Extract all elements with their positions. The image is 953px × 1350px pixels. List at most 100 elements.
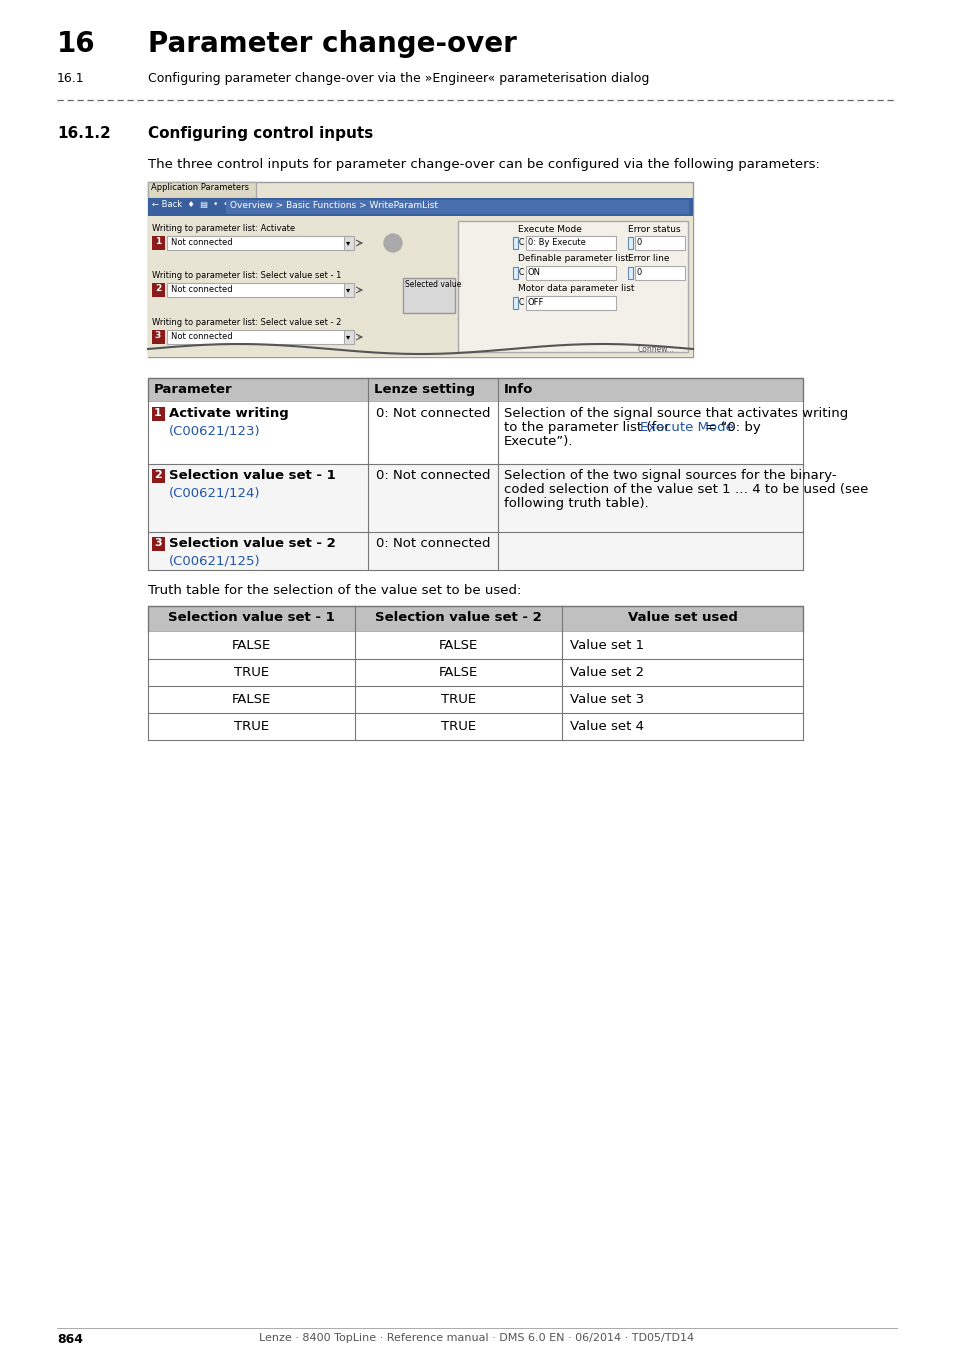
Bar (152, 329, 165, 344)
Text: (C00621/123): (C00621/123) (169, 424, 260, 437)
Bar (344, 329, 354, 344)
Text: Selection value set - 1: Selection value set - 1 (168, 612, 335, 624)
Text: Definable parameter list: Definable parameter list (517, 254, 628, 263)
Bar (635, 236, 684, 250)
Bar (148, 713, 802, 740)
Text: 0: Not connected: 0: Not connected (375, 537, 490, 549)
Bar (513, 238, 517, 248)
Text: FALSE: FALSE (438, 639, 477, 652)
Bar (525, 266, 616, 279)
Text: Value set 3: Value set 3 (569, 693, 643, 706)
Text: Parameter: Parameter (153, 383, 233, 396)
Text: Value set 4: Value set 4 (569, 720, 643, 733)
Text: 0: Not connected: 0: Not connected (375, 468, 490, 482)
Text: Lenze setting: Lenze setting (374, 383, 475, 396)
Text: Value set 2: Value set 2 (569, 666, 643, 679)
Bar (152, 236, 165, 250)
Bar (402, 278, 455, 313)
Text: 2: 2 (154, 470, 162, 481)
Text: Writing to parameter list: Select value set - 2: Writing to parameter list: Select value … (152, 319, 341, 327)
Bar (148, 182, 692, 356)
Text: The three control inputs for parameter change-over can be configured via the fol: The three control inputs for parameter c… (148, 158, 819, 171)
Text: Info: Info (503, 383, 533, 396)
Bar (167, 284, 352, 297)
Bar (635, 266, 684, 279)
Text: Lenze · 8400 TopLine · Reference manual · DMS 6.0 EN · 06/2014 · TD05/TD14: Lenze · 8400 TopLine · Reference manual … (259, 1332, 694, 1343)
Text: Error status: Error status (627, 225, 679, 234)
Bar (148, 464, 802, 532)
Text: ← Back  ♦  ▤  •  •: ← Back ♦ ▤ • • (152, 200, 228, 209)
Text: 16: 16 (57, 30, 95, 58)
Text: Execute Mode: Execute Mode (639, 421, 734, 433)
Text: TRUE: TRUE (440, 693, 476, 706)
Text: Writing to parameter list: Activate: Writing to parameter list: Activate (152, 224, 294, 234)
Bar (344, 236, 354, 250)
Text: 3: 3 (154, 539, 162, 548)
Text: Not connected: Not connected (171, 332, 233, 342)
Bar (152, 406, 165, 421)
Text: 864: 864 (57, 1332, 83, 1346)
Text: 16.1.2: 16.1.2 (57, 126, 111, 140)
Bar (457, 221, 687, 352)
Text: following truth table).: following truth table). (503, 497, 648, 510)
Bar (148, 606, 802, 632)
Text: Application Parameters: Application Parameters (151, 184, 249, 192)
Text: 0: Not connected: 0: Not connected (375, 406, 490, 420)
Text: 0: 0 (637, 238, 641, 247)
Text: FALSE: FALSE (232, 693, 271, 706)
Text: C: C (518, 238, 524, 247)
Bar (148, 402, 802, 464)
Text: TRUE: TRUE (233, 666, 269, 679)
Bar (513, 267, 517, 279)
Text: Overview > Basic Functions > WriteParamList: Overview > Basic Functions > WriteParamL… (230, 201, 437, 211)
Text: (C00621/124): (C00621/124) (169, 486, 260, 500)
Text: ▾: ▾ (346, 332, 350, 342)
Text: ON: ON (527, 269, 540, 277)
Text: FALSE: FALSE (232, 639, 271, 652)
Bar (525, 296, 616, 310)
Text: = “0: by: = “0: by (700, 421, 760, 433)
Bar (344, 284, 354, 297)
Text: Configuring parameter change-over via the »Engineer« parameterisation dialog: Configuring parameter change-over via th… (148, 72, 649, 85)
Text: Activate writing: Activate writing (169, 406, 289, 420)
Text: Selection of the signal source that activates writing: Selection of the signal source that acti… (503, 406, 847, 420)
Text: Selection value set - 1: Selection value set - 1 (169, 468, 335, 482)
Text: Selection of the two signal sources for the binary-: Selection of the two signal sources for … (503, 468, 836, 482)
Text: OFF: OFF (527, 298, 544, 306)
Text: Selected value: Selected value (405, 279, 461, 289)
Bar (148, 182, 255, 198)
Circle shape (384, 234, 401, 252)
Bar (148, 198, 692, 216)
Text: 3: 3 (154, 331, 161, 340)
Bar (152, 537, 165, 551)
Bar (148, 216, 692, 356)
Text: 0: 0 (637, 269, 641, 277)
Bar (627, 238, 633, 248)
Text: ▾: ▾ (346, 285, 350, 294)
Text: Configuring control inputs: Configuring control inputs (148, 126, 373, 140)
Text: Not connected: Not connected (171, 285, 233, 294)
Text: FALSE: FALSE (438, 666, 477, 679)
Text: Execute Mode: Execute Mode (517, 225, 581, 234)
Text: 2: 2 (154, 284, 161, 293)
Bar (148, 532, 802, 570)
Text: C: C (518, 298, 524, 306)
Bar (525, 236, 616, 250)
Text: Value set used: Value set used (627, 612, 737, 624)
Bar (148, 686, 802, 713)
Text: Value set 1: Value set 1 (569, 639, 643, 652)
Text: Selection value set - 2: Selection value set - 2 (375, 612, 541, 624)
Text: 1: 1 (154, 408, 162, 418)
Text: coded selection of the value set 1 … 4 to be used (see: coded selection of the value set 1 … 4 t… (503, 483, 867, 495)
Text: ▾: ▾ (346, 238, 350, 247)
Text: Motor data parameter list: Motor data parameter list (517, 284, 634, 293)
Bar (627, 267, 633, 279)
Text: to the parameter list (for: to the parameter list (for (503, 421, 674, 433)
Text: Truth table for the selection of the value set to be used:: Truth table for the selection of the val… (148, 585, 521, 597)
Text: C: C (518, 269, 524, 277)
Bar (152, 468, 165, 483)
Text: 16.1: 16.1 (57, 72, 85, 85)
Text: TRUE: TRUE (440, 720, 476, 733)
Bar (167, 329, 352, 344)
Text: Parameter change-over: Parameter change-over (148, 30, 517, 58)
